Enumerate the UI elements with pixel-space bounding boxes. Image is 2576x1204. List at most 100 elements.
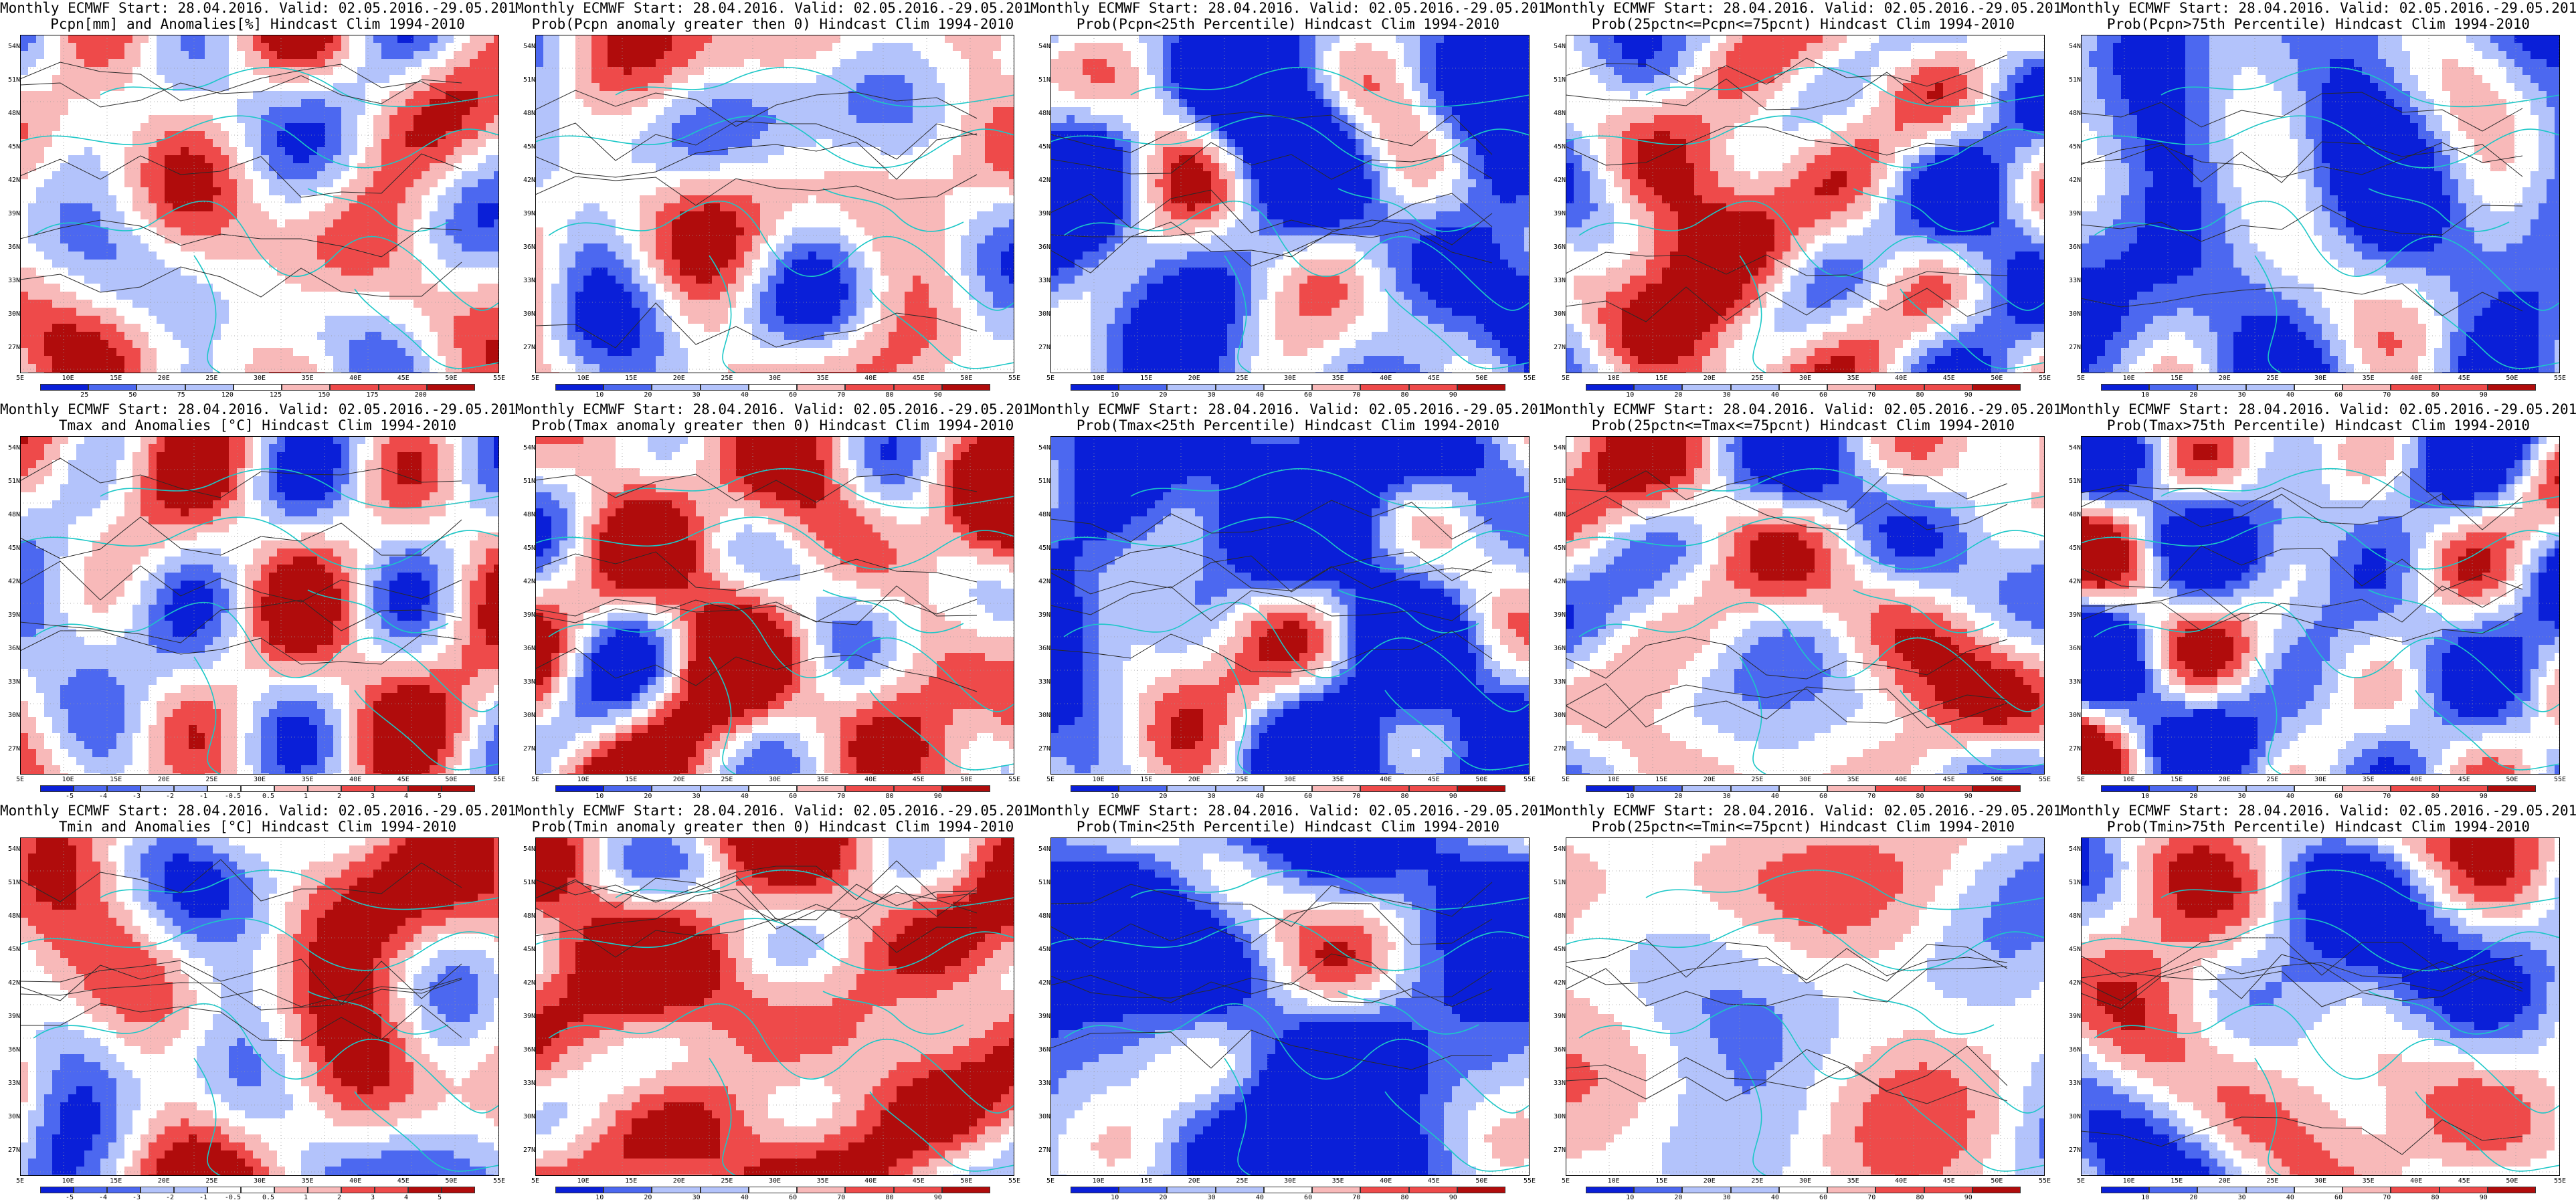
field-cell bbox=[728, 252, 736, 260]
field-cell bbox=[60, 107, 68, 115]
field-cell bbox=[245, 43, 253, 51]
field-cell bbox=[108, 43, 116, 51]
field-cell bbox=[704, 316, 712, 324]
field-cell bbox=[656, 235, 664, 243]
field-cell bbox=[824, 83, 832, 91]
field-cell bbox=[261, 195, 269, 203]
field-cell bbox=[181, 243, 189, 252]
field-cell bbox=[872, 51, 881, 59]
field-cell bbox=[648, 260, 656, 268]
field-cell bbox=[301, 219, 309, 227]
field-cell bbox=[704, 195, 712, 203]
field-cell bbox=[608, 187, 616, 195]
field-cell bbox=[1001, 163, 1009, 171]
field-cell bbox=[608, 59, 616, 67]
field-cell bbox=[856, 276, 864, 284]
field-cell bbox=[575, 203, 583, 211]
field-cell bbox=[656, 211, 664, 219]
field-cell bbox=[108, 268, 116, 276]
field-cell bbox=[229, 227, 237, 235]
field-cell bbox=[1001, 235, 1009, 243]
field-cell bbox=[575, 171, 583, 179]
field-cell bbox=[285, 163, 293, 171]
field-cell bbox=[768, 284, 776, 292]
field-cell bbox=[977, 276, 985, 284]
field-cell bbox=[953, 243, 961, 252]
field-cell bbox=[165, 99, 173, 107]
field-cell bbox=[494, 364, 499, 372]
field-cell bbox=[189, 107, 197, 115]
field-cell bbox=[648, 284, 656, 292]
lon-label: 55E bbox=[489, 375, 509, 382]
field-cell bbox=[108, 364, 116, 372]
field-cell bbox=[325, 300, 333, 308]
field-cell bbox=[945, 171, 953, 179]
field-cell bbox=[784, 300, 792, 308]
field-cell bbox=[341, 364, 349, 372]
field-cell bbox=[600, 268, 608, 276]
field-cell bbox=[953, 99, 961, 107]
field-cell bbox=[921, 83, 929, 91]
field-cell bbox=[462, 235, 470, 243]
field-cell bbox=[792, 203, 800, 211]
field-cell bbox=[333, 235, 341, 243]
field-cell bbox=[317, 51, 325, 59]
field-cell bbox=[173, 276, 181, 284]
forecast-map bbox=[20, 35, 499, 373]
field-cell bbox=[688, 59, 696, 67]
field-cell bbox=[575, 179, 583, 187]
field-cell bbox=[744, 75, 752, 83]
field-cell bbox=[672, 171, 680, 179]
field-cell bbox=[808, 91, 816, 99]
field-cell bbox=[470, 252, 478, 260]
field-cell bbox=[325, 364, 333, 372]
field-cell bbox=[616, 123, 624, 131]
field-cell bbox=[100, 243, 108, 252]
field-cell bbox=[309, 195, 317, 203]
field-cell bbox=[559, 268, 567, 276]
field-cell bbox=[165, 292, 173, 300]
field-cell bbox=[165, 195, 173, 203]
field-cell bbox=[591, 260, 600, 268]
field-cell bbox=[672, 75, 680, 83]
field-cell bbox=[816, 171, 824, 179]
field-cell bbox=[430, 155, 438, 163]
field-cell bbox=[52, 235, 60, 243]
field-cell bbox=[397, 75, 405, 83]
field-cell bbox=[680, 123, 688, 131]
field-cell bbox=[197, 99, 205, 107]
field-cell bbox=[776, 75, 784, 83]
field-cell bbox=[189, 67, 197, 75]
field-cell bbox=[929, 308, 937, 316]
field-cell bbox=[632, 300, 640, 308]
field-cell bbox=[149, 43, 157, 51]
field-cell bbox=[728, 203, 736, 211]
field-cell bbox=[583, 308, 591, 316]
field-cell bbox=[680, 235, 688, 243]
field-cell bbox=[575, 43, 583, 51]
field-cell bbox=[269, 123, 277, 131]
field-cell bbox=[52, 340, 60, 348]
field-cell bbox=[213, 59, 221, 67]
field-cell bbox=[44, 59, 52, 67]
field-cell bbox=[317, 59, 325, 67]
field-cell bbox=[205, 219, 213, 227]
field-cell bbox=[953, 115, 961, 123]
field-cell bbox=[124, 203, 132, 211]
field-cell bbox=[60, 268, 68, 276]
field-cell bbox=[44, 155, 52, 163]
field-cell bbox=[213, 99, 221, 107]
field-cell bbox=[100, 268, 108, 276]
field-cell bbox=[897, 51, 905, 59]
field-cell bbox=[600, 35, 608, 43]
field-cell bbox=[656, 43, 664, 51]
field-cell bbox=[575, 51, 583, 59]
field-cell bbox=[68, 211, 76, 219]
field-cell bbox=[889, 211, 897, 219]
field-cell bbox=[84, 107, 92, 115]
field-cell bbox=[993, 243, 1001, 252]
field-cell bbox=[583, 332, 591, 340]
field-cell bbox=[454, 147, 462, 155]
field-cell bbox=[20, 340, 28, 348]
field-cell bbox=[68, 51, 76, 59]
